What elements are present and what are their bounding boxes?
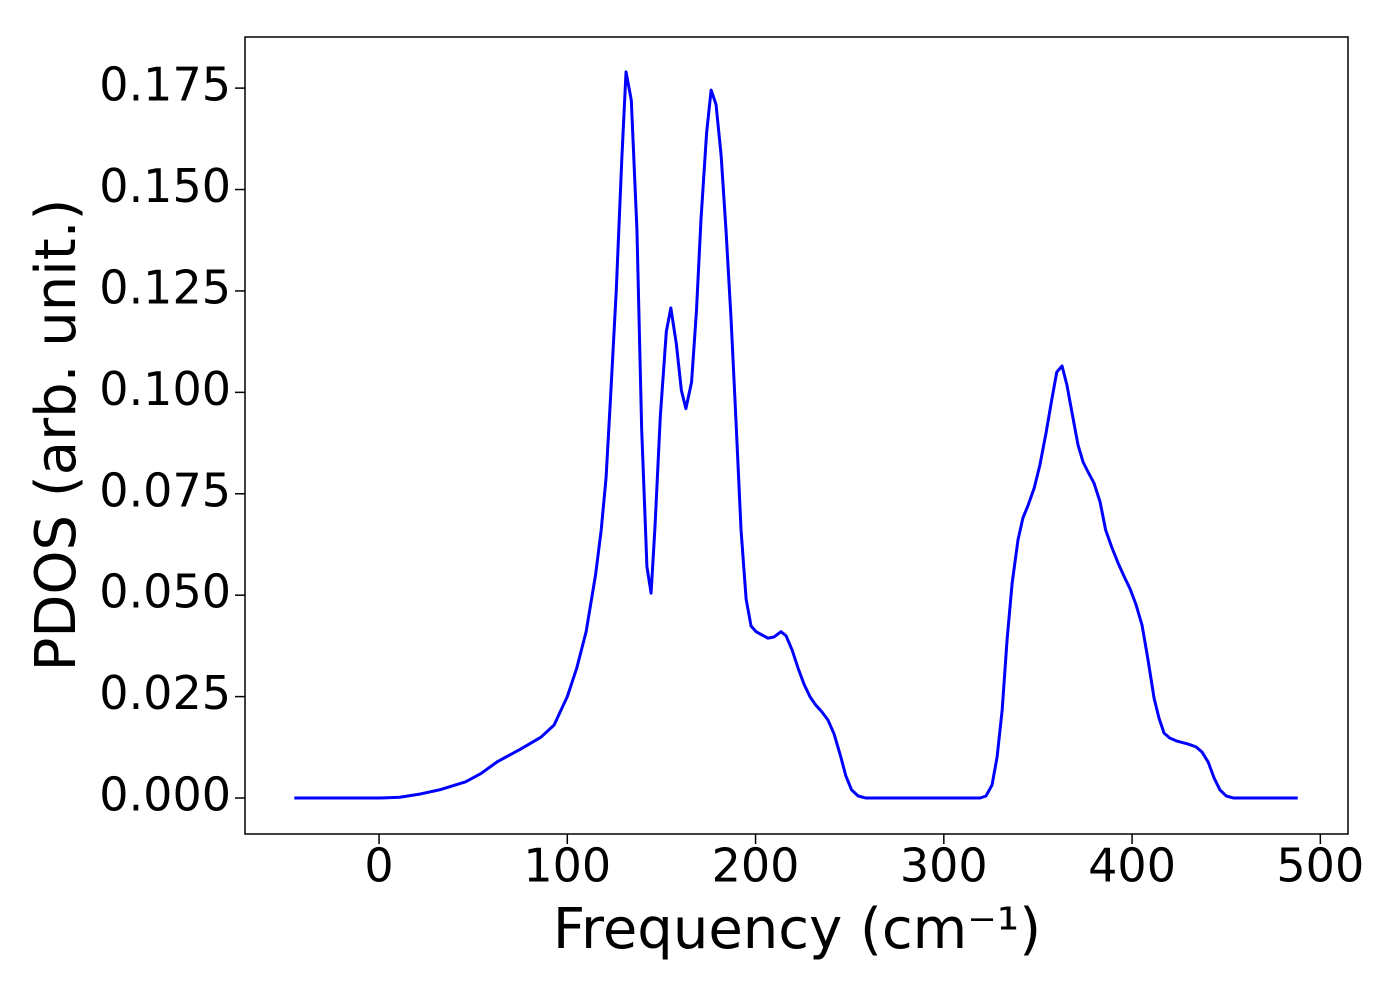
x-tick-label: 400 (1088, 839, 1176, 893)
y-tick-label: 0.175 (99, 58, 231, 112)
pdos-line (294, 70, 1298, 800)
y-tick-label: 0.025 (99, 666, 231, 720)
y-tick-label: 0.000 (99, 768, 231, 822)
x-tick-label: 200 (712, 839, 800, 893)
x-tick-label: 100 (523, 839, 611, 893)
y-tick-label: 0.125 (99, 260, 231, 314)
x-tick-label: 300 (900, 839, 988, 893)
y-tick-label: 0.100 (99, 362, 231, 416)
y-axis-label: PDOS (arb. unit.) (24, 199, 89, 672)
x-axis-label: Frequency (cm⁻¹) (553, 897, 1041, 962)
y-tick-label: 0.150 (99, 159, 231, 213)
x-tick-label: 0 (364, 839, 393, 893)
y-tick-label: 0.075 (99, 463, 231, 517)
y-tick-label: 0.050 (99, 565, 231, 619)
x-tick-label: 500 (1276, 839, 1364, 893)
plot-frame (244, 36, 1349, 835)
